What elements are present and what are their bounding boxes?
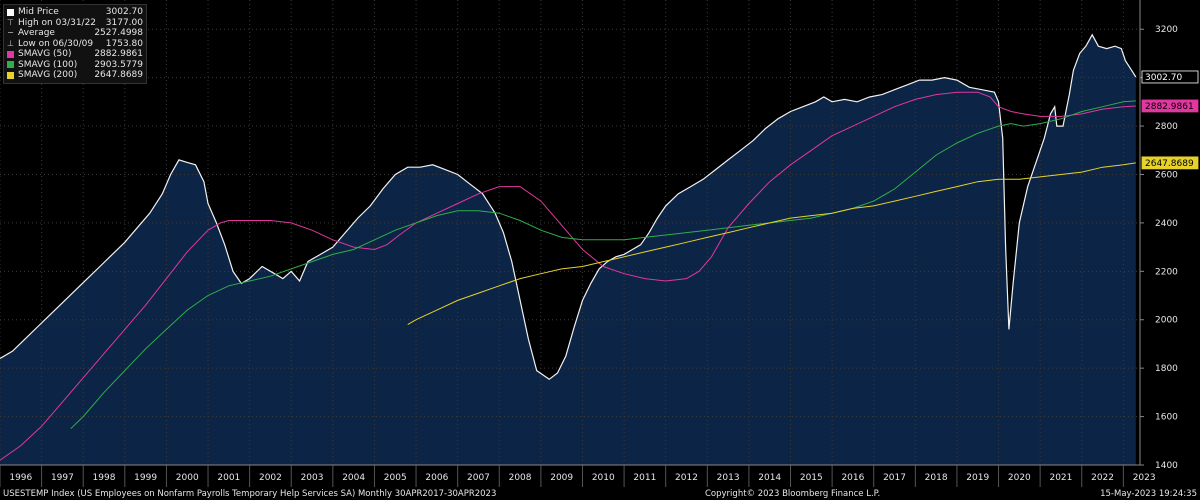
x-tick-label: 2014 — [758, 473, 781, 483]
series-line-sma100 — [70, 100, 1136, 430]
legend-label: SMAVG (200) — [18, 70, 78, 80]
legend-value: 2527.4998 — [94, 28, 143, 38]
x-tick-label: 1997 — [51, 473, 74, 483]
x-tick-label: 2008 — [509, 473, 532, 483]
legend-item: ⊤ High on 03/31/22 3177.00 — [7, 18, 143, 29]
legend-item: SMAVG (50) 2882.9861 — [7, 49, 143, 60]
x-tick-label: 2023 — [1133, 473, 1156, 483]
x-tick-label: 2004 — [342, 473, 365, 483]
x-tick-label: 2007 — [467, 473, 490, 483]
legend-label: SMAVG (50) — [18, 49, 72, 59]
legend-label: Average — [18, 28, 55, 38]
x-tick-label: 2013 — [717, 473, 740, 483]
low-marker-icon: ⊥ — [7, 38, 14, 48]
legend-swatch — [7, 8, 14, 16]
chart-footer: USESTEMP Index (US Employees on Nonfarm … — [0, 488, 1200, 500]
y-tick-label: 1400 — [1155, 461, 1178, 471]
legend-label: SMAVG (100) — [18, 59, 78, 70]
x-tick-label: 2011 — [633, 473, 656, 483]
y-tick-label: 2000 — [1155, 316, 1178, 326]
x-tick-label: 2016 — [841, 473, 864, 483]
x-tick-label: 1999 — [134, 473, 157, 483]
legend-label: Mid Price — [18, 7, 59, 17]
x-tick-label: 2010 — [592, 473, 615, 483]
legend-value: 2903.5779 — [94, 59, 143, 70]
series-line-sma50 — [0, 91, 1136, 461]
chart-legend: Mid Price 3002.70 ⊤ High on 03/31/22 3177.00… — [3, 4, 147, 84]
legend-value: 2647.8689 — [94, 70, 143, 80]
legend-item: − Average 2527.4998 — [7, 28, 143, 39]
legend-swatch — [7, 71, 14, 79]
legend-swatch — [7, 61, 14, 69]
x-tick-label: 2009 — [550, 473, 573, 483]
y-tick-label: 2200 — [1155, 267, 1178, 277]
footer-copyright: Copyright© 2023 Bloomberg Finance L.P. — [705, 489, 881, 499]
high-marker-icon: ⊤ — [7, 17, 14, 27]
legend-label: High on 03/31/22 — [18, 17, 97, 28]
last-value-tag — [1141, 99, 1199, 113]
x-tick-label: 2020 — [1008, 473, 1031, 483]
y-tick-label: 3200 — [1155, 25, 1178, 35]
legend-item: SMAVG (100) 2903.5779 — [7, 60, 143, 71]
legend-item: ⊥ Low on 06/30/09 1753.80 — [7, 39, 143, 50]
price-chart: 1400160018002000220024002600280030003200… — [0, 0, 1199, 487]
footer-security-description: USESTEMP Index (US Employees on Nonfarm … — [3, 489, 497, 499]
legend-label: Low on 06/30/09 — [18, 38, 94, 49]
last-value-tag — [1141, 156, 1199, 170]
average-marker-icon: − — [7, 28, 14, 37]
legend-value: 3002.70 — [105, 7, 143, 17]
x-tick-label: 2006 — [425, 473, 448, 483]
price-area-fill — [0, 34, 1136, 466]
x-tick-label: 2003 — [301, 473, 324, 483]
x-tick-label: 1996 — [9, 473, 32, 483]
x-tick-label: 2019 — [966, 473, 989, 483]
footer-timestamp: 15-May-2023 19:24:35 — [1100, 489, 1197, 499]
y-tick-label: 2600 — [1155, 170, 1178, 180]
legend-item: Mid Price 3002.70 — [7, 7, 143, 18]
x-tick-label: 2018 — [925, 473, 948, 483]
y-tick-label: 2400 — [1155, 219, 1178, 229]
x-tick-label: 2022 — [1091, 473, 1114, 483]
legend-value: 1753.80 — [105, 38, 143, 49]
y-tick-label: 1800 — [1155, 364, 1178, 374]
y-tick-label: 2800 — [1155, 122, 1178, 132]
x-tick-label: 2000 — [176, 473, 199, 483]
last-value-label: 2647.8689 — [1145, 159, 1194, 169]
last-value-tag — [1141, 70, 1199, 84]
legend-value: 2882.9861 — [94, 49, 143, 59]
series-line-sma200 — [407, 162, 1136, 326]
legend-swatch — [7, 50, 14, 58]
x-tick-label: 2005 — [384, 473, 407, 483]
x-tick-label: 2021 — [1049, 473, 1072, 483]
x-tick-label: 2001 — [217, 473, 240, 483]
last-value-label: 3002.70 — [1145, 73, 1182, 83]
x-tick-label: 2002 — [259, 473, 282, 483]
legend-value: 3177.00 — [105, 17, 143, 28]
x-tick-label: 2012 — [675, 473, 698, 483]
x-tick-label: 2017 — [883, 473, 906, 483]
x-tick-label: 2015 — [800, 473, 823, 483]
x-tick-label: 1998 — [93, 473, 116, 483]
legend-item: SMAVG (200) 2647.8689 — [7, 70, 143, 81]
last-value-label: 2882.9861 — [1145, 102, 1194, 112]
y-tick-label: 1600 — [1155, 413, 1178, 423]
